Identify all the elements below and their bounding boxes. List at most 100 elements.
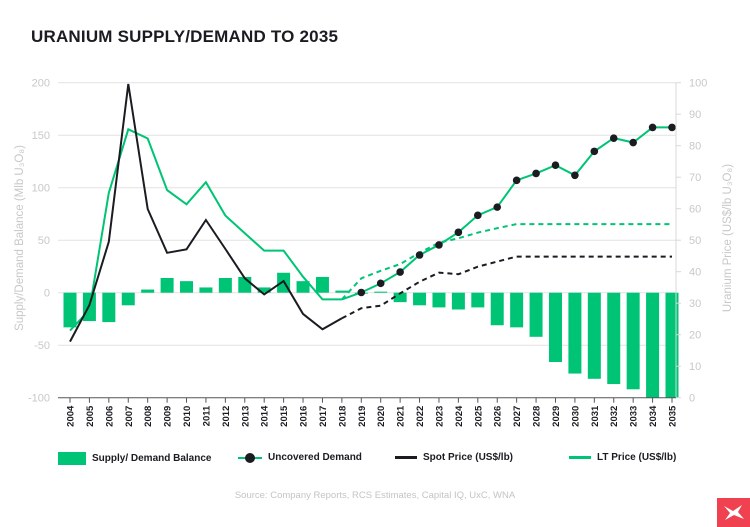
uncovered-demand-point-2020 [376,279,385,288]
bar-2020 [374,291,388,293]
left-tick-label: 200 [32,78,50,90]
x-tick-label: 2023 [434,406,445,427]
legend-swatch-line [569,456,591,459]
bar-2006 [102,292,116,323]
left-tick-label: 150 [32,130,50,142]
x-tick-label: 2006 [104,406,115,427]
left-tick-label: 0 [44,288,50,300]
legend-item-lt: LT Price (US$/lb) [569,452,676,463]
left-tick-label: -100 [28,393,50,405]
bar-2022 [413,292,427,306]
left-tick-label: -50 [34,340,50,352]
legend-label: Uncovered Demand [268,452,362,463]
brand-logo [717,498,750,527]
uncovered-demand-point-2033 [629,138,637,147]
uncovered-demand-point-2024 [454,228,463,237]
bar-2025 [471,292,485,308]
x-tick-label: 2013 [240,406,251,427]
x-tick-label: 2014 [260,405,271,427]
bar-2034 [646,292,660,398]
right-tick-label: 20 [689,330,701,342]
legend-swatch-bar [58,452,86,465]
x-tick-label: 2016 [299,406,310,427]
x-tick-label: 2034 [648,405,659,427]
bar-2012 [218,278,232,293]
x-tick-label: 2008 [143,406,154,427]
x-tick-label: 2035 [668,405,679,427]
x-tick-label: 2010 [182,406,193,427]
right-tick-label: 40 [689,267,701,279]
legend-label: LT Price (US$/lb) [597,452,677,463]
right-tick-label: 100 [689,78,707,90]
x-tick-label: 2028 [532,406,543,427]
x-tick-label: 2025 [473,405,484,427]
bar-2021 [393,292,407,303]
bar-2010 [180,281,194,293]
lt-price-line [69,127,342,332]
right-axis-title: Uranium Price (US$/lb U₃O₈) [722,164,734,312]
right-tick-label: 90 [689,109,701,121]
x-tick-label: 2018 [337,406,348,427]
bar-2004 [63,292,77,328]
uncovered-demand-point-2025 [474,211,482,220]
x-tick-label: 2026 [493,406,504,427]
bar-2024 [451,292,465,310]
uncovered-demand-point-2031 [590,147,599,156]
legend-swatch-line [395,456,417,459]
uncovered-demand-point-2021 [396,268,404,276]
right-tick-label: 80 [689,141,701,153]
x-tick-label: 2030 [570,406,581,427]
bar-2029 [548,292,562,362]
left-axis-title: Supply/Demand Balance (Mlb U₃O₈) [14,145,26,331]
legend-label: Spot Price (US$/lb) [423,452,514,463]
x-tick-label: 2012 [221,406,232,427]
bar-2007 [121,292,135,306]
chart-title: URANIUM SUPPLY/DEMAND TO 2035 [31,27,339,46]
bar-2014 [257,287,271,293]
source-note: Source: Company Reports, RCS Estimates, … [234,490,516,501]
bar-2030 [568,292,582,374]
bar-2031 [587,292,601,379]
uncovered-demand-point-2030 [571,171,579,180]
bar-2028 [529,292,543,337]
bar-2017 [315,276,329,293]
bar-2027 [510,292,524,328]
uncovered-demand-point-2032 [609,134,618,142]
x-logo-icon [724,505,744,520]
bar-2023 [432,292,446,308]
uncovered-demand-point-2022 [415,251,424,259]
left-tick-label: 100 [32,183,50,195]
x-tick-label: 2022 [415,406,426,427]
uncovered-demand-point-2023 [435,241,443,249]
uncovered-demand-point-2026 [493,203,502,211]
x-tick-label: 2009 [163,406,174,427]
uncovered-demand-point-2034 [648,123,657,132]
legend-label: Supply/ Demand Balance [92,453,212,464]
bars [63,272,679,398]
bar-2008 [141,289,155,293]
legend: Supply/ Demand Balance Uncovered Demand … [0,452,750,468]
uncovered-demand-point-2035 [668,123,676,132]
x-tick-label: 2020 [376,406,387,427]
bar-2018 [335,290,349,293]
lt-price-projection-line [341,223,672,301]
legend-swatch-marker-line [238,452,262,463]
x-tick-label: 2021 [396,405,407,427]
right-tick-label: 10 [689,361,701,373]
bar-2033 [626,292,640,390]
lines [69,83,676,343]
legend-item-spot: Spot Price (US$/lb) [395,452,513,463]
x-tick-label: 2031 [590,405,601,427]
right-tick-label: 0 [689,393,695,405]
uncovered-demand-point-2027 [512,176,521,185]
x-tick-label: 2017 [318,406,329,427]
right-tick-label: 30 [689,298,701,310]
x-tick-label: 2033 [629,406,640,427]
legend-item-balance: Supply/ Demand Balance [58,452,211,465]
left-tick-label: 50 [38,235,50,247]
x-tick-label: 2015 [279,405,290,427]
x-tick-label: 2024 [454,405,465,427]
right-tick-label: 50 [689,235,701,247]
uncovered-demand-point-2019 [357,288,366,297]
x-tick-label: 2004 [66,405,77,427]
